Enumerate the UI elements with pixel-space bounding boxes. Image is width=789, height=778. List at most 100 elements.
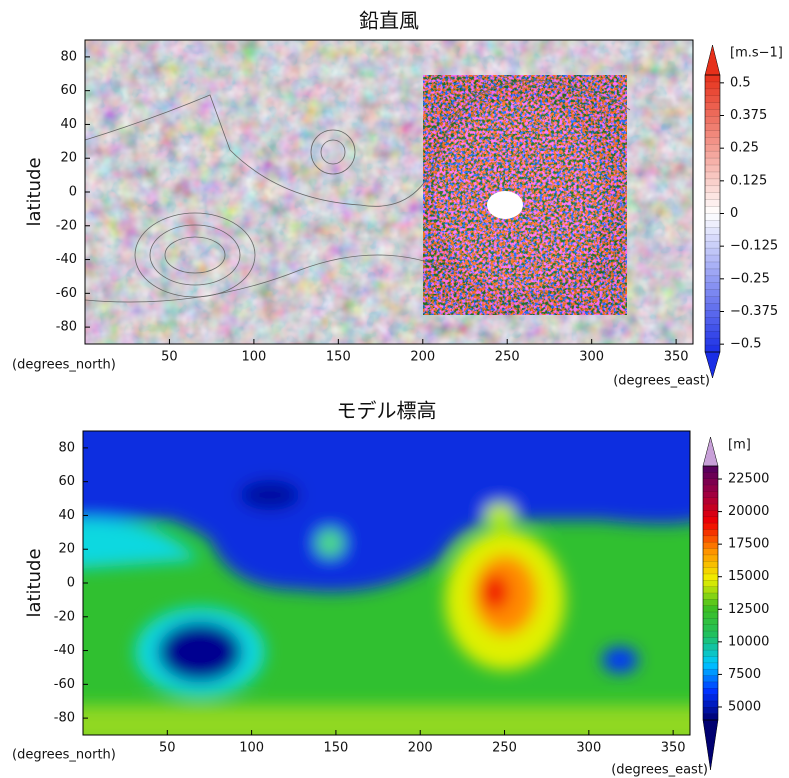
colorbar-extension-top — [703, 437, 718, 466]
colorbar-tick-label: 15000 — [728, 569, 769, 584]
x-tick-label: 50 — [161, 350, 178, 365]
colorbar-segment — [703, 555, 718, 562]
colorbar-segment — [705, 89, 720, 96]
colorbar-tick-label: 17500 — [728, 537, 769, 552]
colorbar-segment — [703, 688, 718, 695]
y-tick-label: -40 — [56, 252, 77, 267]
colorbar-segment — [703, 612, 718, 619]
colorbar-segment — [703, 542, 718, 549]
y-tick-label: 80 — [58, 440, 75, 455]
colorbar-label: [m.s−1] — [730, 46, 783, 61]
colorbar-segment — [703, 587, 718, 594]
colorbar-tick-label: 0.5 — [730, 75, 751, 90]
colorbar-segment — [703, 637, 718, 644]
figure: 鉛直風50100150200250300350-80-60-40-2002040… — [0, 0, 789, 778]
x-tick-label: 350 — [664, 350, 689, 365]
y-tick-label: -20 — [56, 218, 77, 233]
x-tick-label: 100 — [241, 350, 266, 365]
colorbar-segment — [705, 179, 720, 186]
colorbar-segment — [703, 549, 718, 556]
colorbar-segment — [703, 574, 718, 581]
colorbar-segment — [705, 227, 720, 234]
colorbar-segment — [705, 151, 720, 158]
colorbar-segment — [703, 618, 718, 625]
colorbar-segment — [703, 650, 718, 657]
colorbar-segment — [703, 523, 718, 530]
colorbar-tick-label: 20000 — [728, 504, 769, 519]
y-tick-label: -80 — [54, 711, 75, 726]
colorbar-tick-label: 0.125 — [730, 173, 767, 188]
colorbar-tick-label: 7500 — [728, 667, 761, 682]
y-tick-label: 20 — [60, 151, 77, 166]
colorbar-segment — [705, 283, 720, 290]
colorbar-segment — [705, 123, 720, 130]
colorbar-segment — [703, 631, 718, 638]
colorbar-segment — [703, 479, 718, 486]
x-axis-label: (degrees_east) — [613, 374, 710, 389]
y-tick-label: -20 — [54, 609, 75, 624]
colorbar-segment — [705, 338, 720, 345]
colorbar-segment — [703, 517, 718, 524]
colorbar-segment — [703, 504, 718, 511]
y-axis-label: latitude — [24, 548, 45, 617]
colorbar-segment — [703, 657, 718, 664]
colorbar-segment — [703, 510, 718, 517]
colorbar-tick-label: −0.5 — [730, 337, 762, 352]
x-tick-label: 150 — [324, 741, 349, 756]
colorbar-segment — [705, 172, 720, 179]
colorbar-label: [m] — [728, 438, 751, 453]
colorbar-tick-label: −0.375 — [730, 304, 778, 319]
colorbar-segment — [703, 466, 718, 473]
colorbar-segment — [703, 472, 718, 479]
colorbar-segment — [705, 241, 720, 248]
colorbar-tick-label: 0.25 — [730, 141, 759, 156]
colorbar-segment — [705, 96, 720, 103]
colorbar-segment — [703, 644, 718, 651]
colorbar-tick-label: 0.375 — [730, 108, 767, 123]
colorbar-segment — [703, 701, 718, 708]
colorbar-segment — [703, 580, 718, 587]
colorbar-segment — [705, 200, 720, 207]
x-tick-label: 350 — [661, 741, 686, 756]
colorbar-segment — [703, 625, 718, 632]
colorbar-segment — [705, 144, 720, 151]
colorbar-segment — [705, 75, 720, 82]
colorbar-tick-label: 0 — [730, 206, 738, 221]
x-tick-label: 200 — [408, 741, 433, 756]
y-tick-label: 40 — [60, 117, 77, 132]
colorbar-segment — [703, 676, 718, 683]
x-tick-label: 200 — [410, 350, 435, 365]
colorbar-segment — [705, 117, 720, 124]
colorbar-segment — [703, 707, 718, 714]
colorbar-segment — [705, 193, 720, 200]
colorbar-segment — [703, 498, 718, 505]
colorbar-segment — [705, 331, 720, 338]
colorbar-segment — [703, 663, 718, 670]
y-unit-label: (degrees_north) — [12, 748, 116, 763]
colorbar-tick-label: 12500 — [728, 602, 769, 617]
colorbar-segment — [703, 491, 718, 498]
colorbar-segment — [705, 345, 720, 352]
colorbar-segment — [705, 207, 720, 214]
y-tick-label: -60 — [56, 286, 77, 301]
elevation-field — [60, 415, 710, 745]
colorbar-segment — [705, 248, 720, 255]
colorbar-segment — [705, 269, 720, 276]
wind-field — [85, 40, 693, 344]
colorbar-segment — [705, 158, 720, 165]
colorbar-tick-label: 22500 — [728, 472, 769, 487]
colorbar-segment — [703, 599, 718, 606]
y-tick-label: 20 — [58, 542, 75, 557]
y-tick-label: 60 — [60, 83, 77, 98]
colorbar-segment — [703, 561, 718, 568]
colorbar-segment — [703, 682, 718, 689]
colorbar-segment — [705, 317, 720, 324]
colorbar-segment — [705, 255, 720, 262]
colorbar-segment — [703, 669, 718, 676]
colorbar-segment — [705, 165, 720, 172]
x-tick-label: 150 — [326, 350, 351, 365]
colorbar-tick-label: 5000 — [728, 699, 761, 714]
y-tick-label: -60 — [54, 677, 75, 692]
colorbar-segment — [705, 214, 720, 221]
colorbar-segment — [705, 304, 720, 311]
